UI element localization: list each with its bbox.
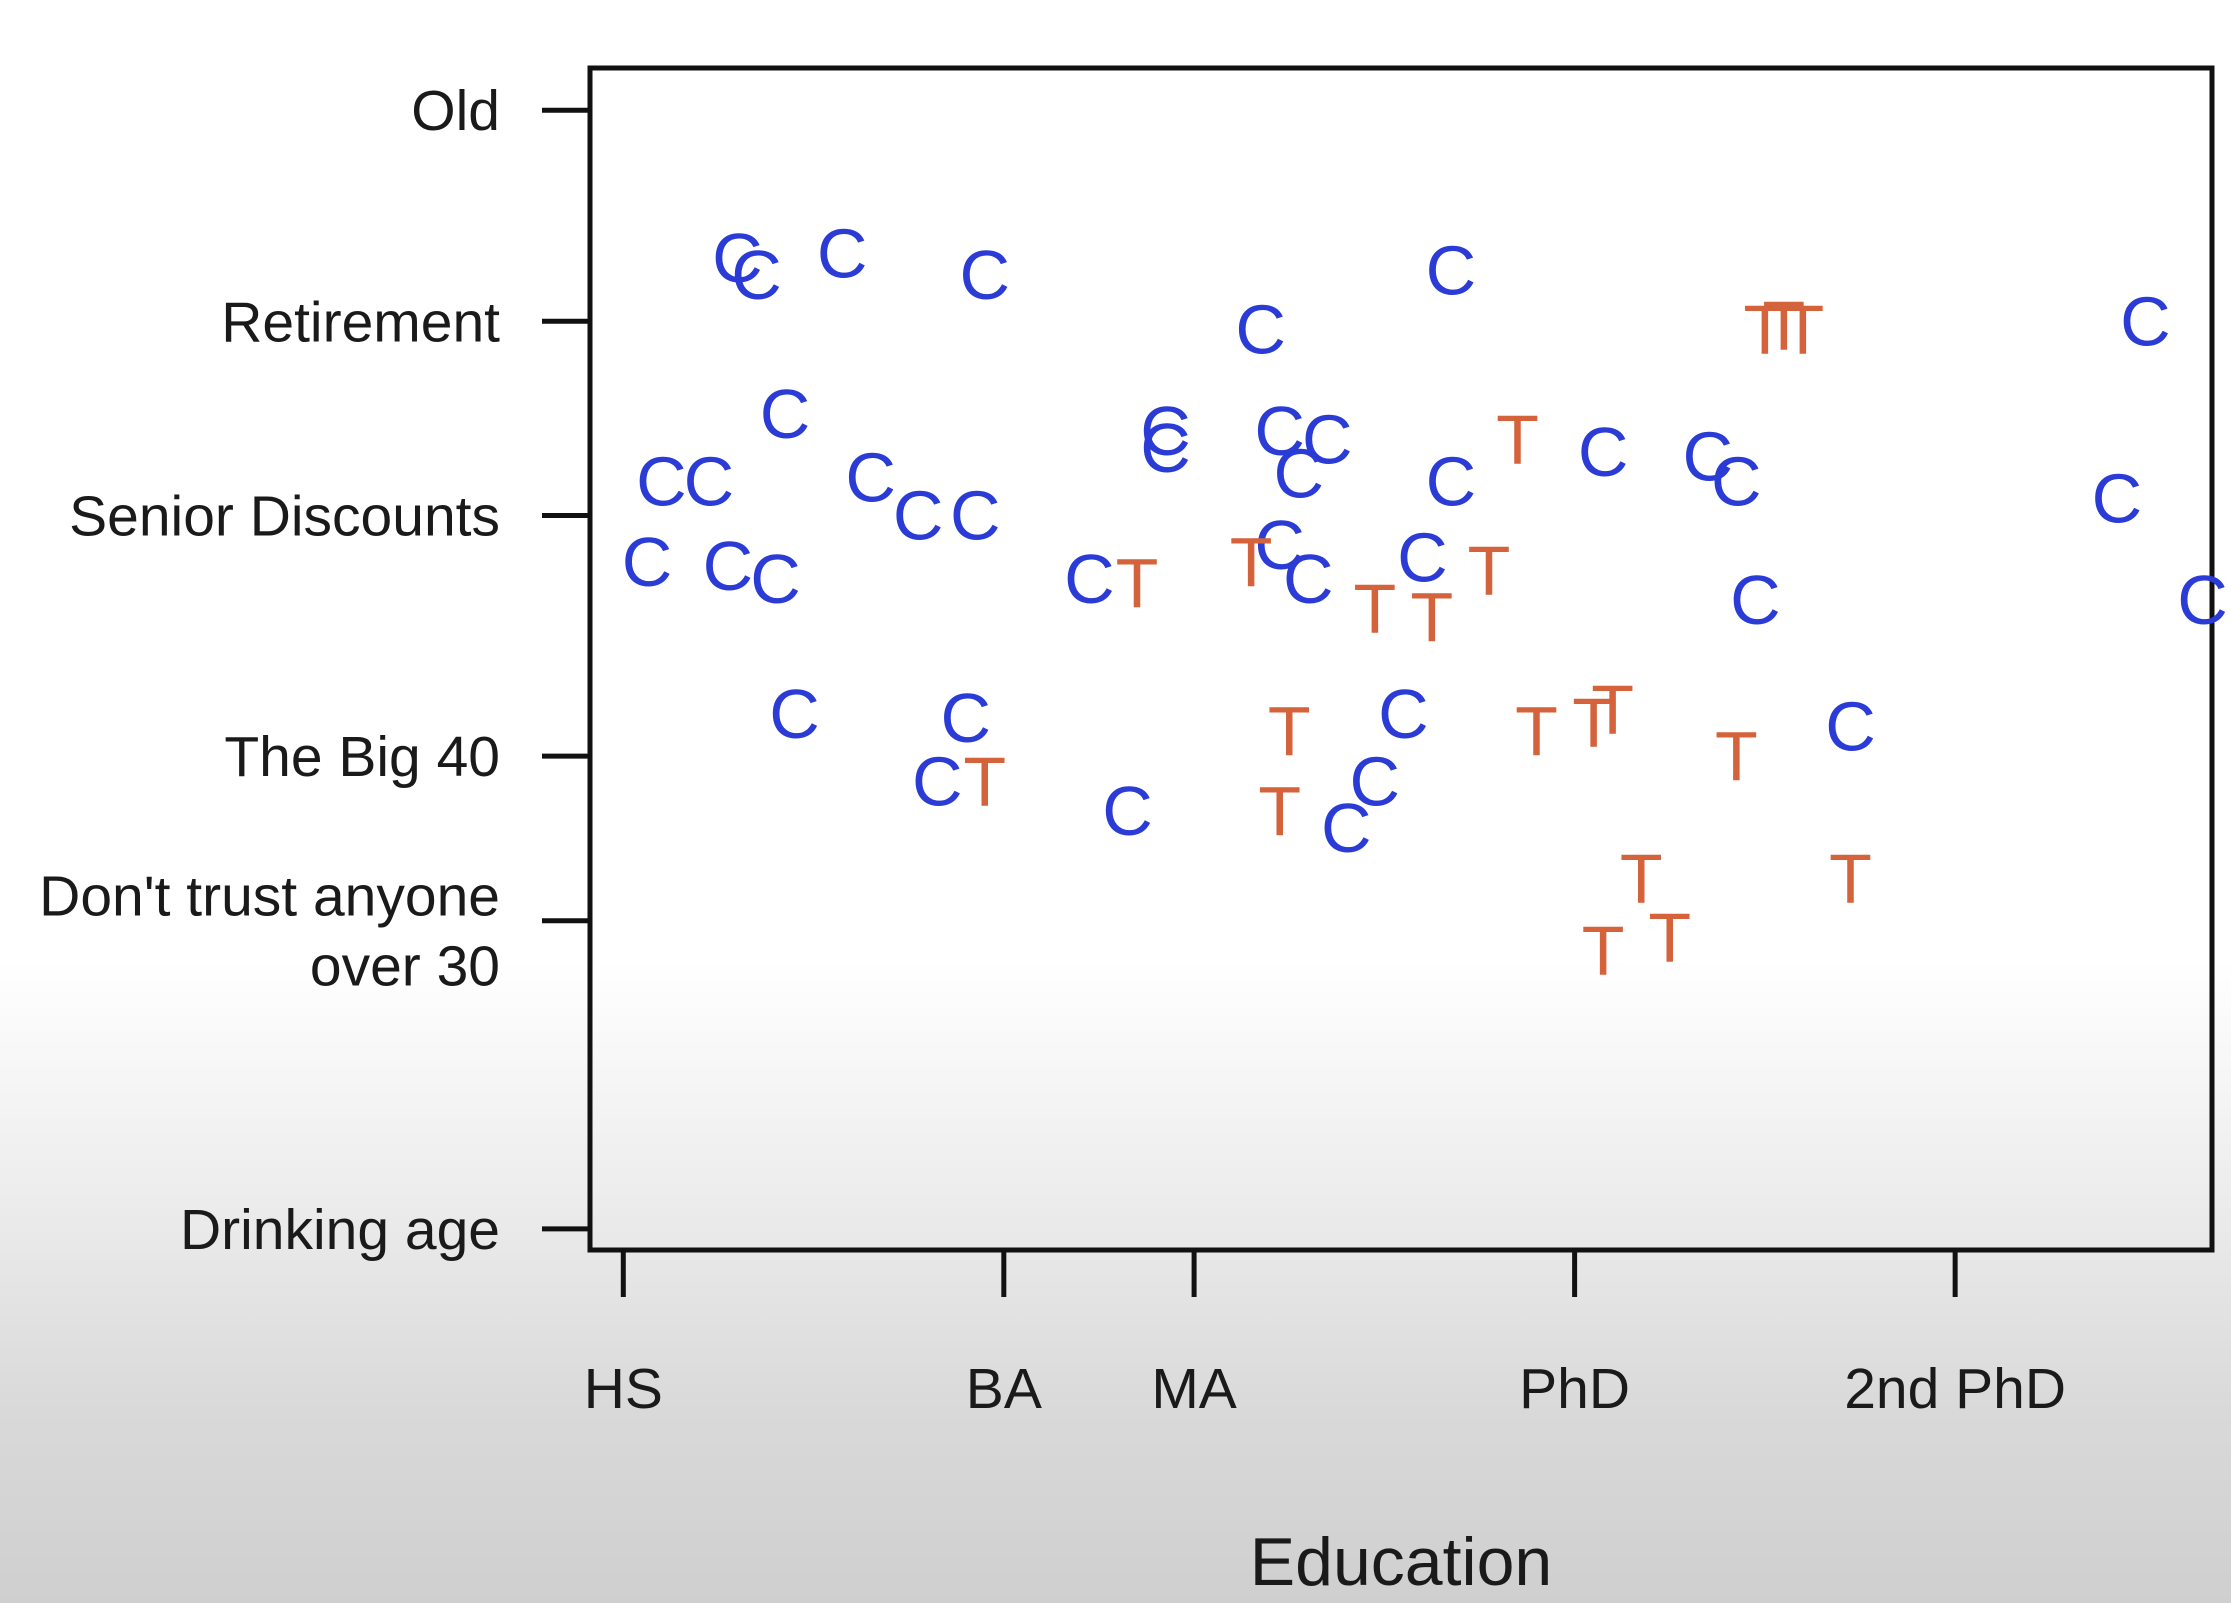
- point-c: C: [1825, 688, 1876, 766]
- point-t: T: [1230, 523, 1273, 601]
- point-t: T: [1411, 578, 1454, 656]
- point-c: C: [2120, 282, 2171, 360]
- point-c: C: [1064, 540, 1115, 618]
- point-c: C: [940, 679, 991, 757]
- point-t: T: [1353, 569, 1396, 647]
- point-t: T: [963, 742, 1006, 820]
- point-t: T: [1572, 683, 1615, 761]
- point-c: C: [1254, 506, 1305, 584]
- y-tick-label: over 30: [310, 935, 500, 999]
- point-c: C: [1283, 540, 1334, 618]
- point-c: C: [1683, 417, 1734, 495]
- y-tick-label: Old: [411, 79, 500, 143]
- point-c: C: [1711, 443, 1762, 521]
- point-c: C: [912, 742, 963, 820]
- point-c: C: [684, 443, 735, 521]
- point-t: T: [1515, 692, 1558, 770]
- point-c: C: [622, 523, 673, 601]
- point-t: T: [1582, 911, 1625, 989]
- x-tick-label: MA: [1151, 1357, 1237, 1421]
- point-c: C: [703, 527, 754, 605]
- point-c: C: [750, 540, 801, 618]
- point-c: C: [636, 443, 687, 521]
- point-c: C: [1578, 413, 1629, 491]
- x-tick-label: PhD: [1519, 1357, 1630, 1421]
- x-axis: HS BA MA PhD 2nd PhD: [584, 1250, 2066, 1421]
- x-tick-label: 2nd PhD: [1844, 1357, 2066, 1421]
- point-t: T: [1268, 692, 1311, 770]
- point-c: C: [760, 375, 811, 453]
- point-c: C: [1378, 675, 1429, 753]
- point-c: C: [960, 236, 1011, 314]
- point-t: T: [1258, 772, 1301, 850]
- point-t: T: [1116, 544, 1159, 622]
- point-c: C: [817, 215, 868, 293]
- point-c: C: [2092, 460, 2143, 538]
- point-c: C: [950, 476, 1001, 554]
- x-tick-label: BA: [966, 1357, 1042, 1421]
- point-c: C: [845, 438, 896, 516]
- point-t: T: [1829, 840, 1872, 918]
- point-c: C: [1397, 519, 1448, 597]
- x-tick-label: HS: [584, 1357, 663, 1421]
- point-c: C: [712, 219, 763, 297]
- point-t: T: [1468, 531, 1511, 609]
- point-c: C: [1426, 232, 1477, 310]
- point-c: C: [1140, 409, 1191, 487]
- y-tick-label: Senior Discounts: [69, 484, 500, 548]
- point-c: C: [1140, 392, 1191, 470]
- y-axis: Old Retirement Senior Discounts The Big 40 D…: [39, 79, 590, 1262]
- point-t: T: [1620, 840, 1663, 918]
- point-t: T: [1715, 717, 1758, 795]
- y-tick-label: The Big 40: [224, 725, 500, 789]
- point-c: C: [1426, 443, 1477, 521]
- y-tick-label: Don't trust anyone: [39, 865, 500, 929]
- plot-frame: [587, 65, 2215, 1253]
- point-t: T: [1648, 899, 1691, 977]
- point-c: C: [893, 476, 944, 554]
- y-tick-label: Retirement: [221, 290, 500, 354]
- point-t: T: [1782, 291, 1825, 369]
- point-c: C: [1350, 742, 1401, 820]
- point-c: C: [1302, 400, 1353, 478]
- point-c: C: [1730, 561, 1781, 639]
- y-tick-label: Drinking age: [180, 1198, 500, 1262]
- point-t: T: [1743, 291, 1786, 369]
- point-t: T: [1591, 671, 1634, 749]
- x-axis-title: Education: [1250, 1524, 1552, 1600]
- point-c: C: [2177, 561, 2228, 639]
- point-c: C: [1273, 434, 1324, 512]
- point-c: C: [1254, 392, 1305, 470]
- point-c: C: [769, 675, 820, 753]
- point-c: C: [1321, 789, 1372, 867]
- point-t: T: [1763, 287, 1806, 365]
- point-c: C: [731, 236, 782, 314]
- point-c: C: [1235, 291, 1286, 369]
- point-t: T: [1496, 400, 1539, 478]
- point-c: C: [1102, 772, 1153, 850]
